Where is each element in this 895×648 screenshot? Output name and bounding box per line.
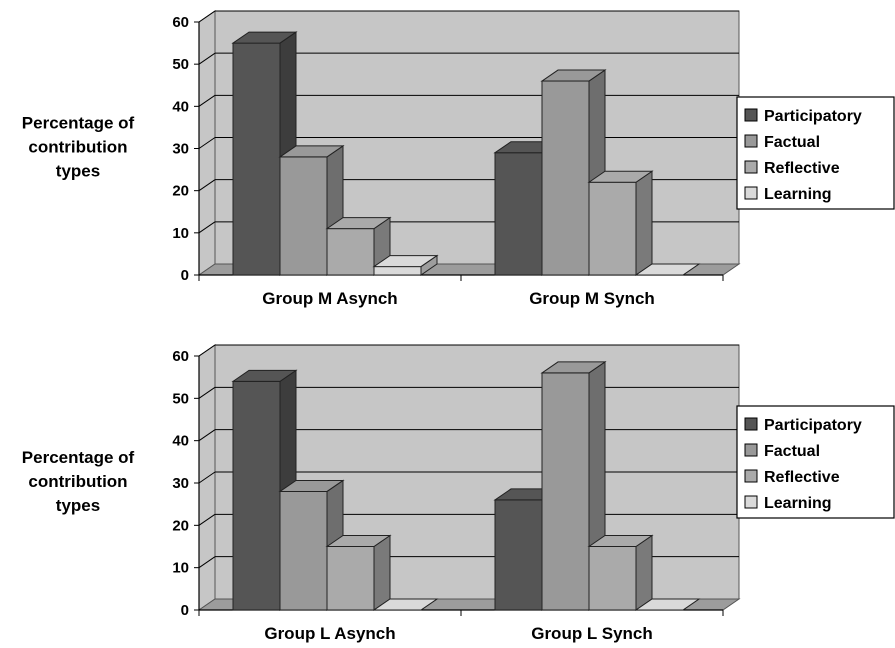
bar-top <box>231 31 298 44</box>
gridline-side <box>198 137 216 149</box>
bar-front <box>588 546 637 611</box>
legend-swatch-learning <box>744 186 758 200</box>
gridline-side <box>198 179 216 192</box>
y-tick-label: 60 <box>172 348 189 365</box>
chart-1: 0 10 20 30 40 50 60 Group M Asynch Group M Synch… <box>22 10 895 308</box>
y-axis-label: Percentage of <box>22 448 135 467</box>
bar-top <box>540 361 607 374</box>
gridline-side <box>198 513 216 526</box>
bar-front <box>279 490 328 611</box>
bar-side <box>635 534 653 611</box>
bar-front <box>326 546 375 611</box>
bar-top <box>634 263 701 276</box>
y-tick-label: 10 <box>172 560 189 577</box>
bar-top <box>587 535 654 547</box>
y-tick-label: 40 <box>172 98 189 115</box>
bar-top <box>325 535 392 547</box>
y-tick-label: 60 <box>172 14 189 31</box>
gridline-side <box>198 386 216 399</box>
bar-front <box>232 380 281 611</box>
bar-top <box>231 369 298 382</box>
y-tick-label: 50 <box>172 390 189 407</box>
legend-swatch-learning <box>744 495 758 509</box>
bar-front <box>373 266 422 276</box>
y-tick-label: 20 <box>172 183 189 200</box>
bar-front <box>326 228 375 276</box>
legend-label-learning: Learning <box>764 186 832 203</box>
gridline-side <box>198 10 216 23</box>
legend-label-participatory: Participatory <box>764 108 862 125</box>
bar-front <box>494 499 543 611</box>
gridline-side <box>198 52 216 65</box>
bar-factual-2 <box>540 360 607 611</box>
bar-learning-1 <box>372 254 439 276</box>
y-axis-label: Percentage of <box>22 114 135 133</box>
legend <box>736 405 895 519</box>
y-tick-label: 0 <box>181 267 189 284</box>
legend-swatch-participatory <box>744 417 758 431</box>
bar-learning-2 <box>634 263 701 276</box>
bar-reflective-1 <box>325 216 392 276</box>
bar-front <box>588 181 637 276</box>
legend-label-learning: Learning <box>764 495 832 512</box>
gridline-side <box>198 556 216 569</box>
bar-top <box>372 255 439 268</box>
y-axis-label: types <box>56 162 100 181</box>
gridline-side <box>198 429 216 442</box>
legend-label-reflective: Reflective <box>764 469 840 486</box>
bar-front <box>494 152 543 276</box>
category-label: Group M Asynch <box>262 289 397 308</box>
bar-top <box>587 170 654 183</box>
legend-label-reflective: Reflective <box>764 160 840 177</box>
y-tick-label: 30 <box>172 141 189 158</box>
bar-front <box>541 372 590 611</box>
bar-side <box>635 170 653 276</box>
bar-top <box>372 598 439 611</box>
bar-top <box>278 145 345 158</box>
legend-swatch-reflective <box>744 160 758 174</box>
category-label: Group L Asynch <box>264 624 395 643</box>
bar-reflective-2 <box>587 534 654 611</box>
legend-label-participatory: Participatory <box>764 417 862 434</box>
bar-reflective-1 <box>325 534 392 611</box>
legend-swatch-factual <box>744 134 758 148</box>
bar-top <box>540 69 607 82</box>
y-tick-label: 50 <box>172 56 189 73</box>
bar-factual-1 <box>278 144 345 276</box>
bar-learning-2 <box>634 598 701 611</box>
gridline-side <box>198 94 216 107</box>
bar-top <box>278 479 345 492</box>
bar-front <box>232 42 281 276</box>
y-tick-label: 0 <box>181 602 189 619</box>
chart-2: 0 10 20 30 40 50 60 Group L Asynch Group L Synch… <box>22 344 895 643</box>
gridline-side <box>198 471 216 484</box>
legend-swatch-participatory <box>744 108 758 122</box>
y-tick-label: 30 <box>172 475 189 492</box>
legend-label-factual: Factual <box>764 134 820 151</box>
bar-front <box>541 80 590 276</box>
y-tick-label: 40 <box>172 433 189 450</box>
y-axis-label: contribution <box>28 472 127 491</box>
y-tick-label: 10 <box>172 225 189 242</box>
gridline-side <box>198 344 216 357</box>
gridline-side <box>198 221 216 234</box>
bar-front <box>279 156 328 276</box>
y-axis-label: types <box>56 496 100 515</box>
legend-label-factual: Factual <box>764 443 820 460</box>
bar-side <box>373 534 391 611</box>
legend-swatch-reflective <box>744 469 758 483</box>
category-label: Group L Synch <box>531 624 653 643</box>
y-tick-label: 20 <box>172 517 189 534</box>
legend-swatch-factual <box>744 443 758 457</box>
bar-top <box>325 217 392 230</box>
y-axis-label: contribution <box>28 138 127 157</box>
bar-learning-1 <box>372 598 439 611</box>
category-label: Group M Synch <box>529 289 655 308</box>
bar-top <box>634 598 701 611</box>
bar-reflective-2 <box>587 170 654 276</box>
legend <box>736 96 895 210</box>
